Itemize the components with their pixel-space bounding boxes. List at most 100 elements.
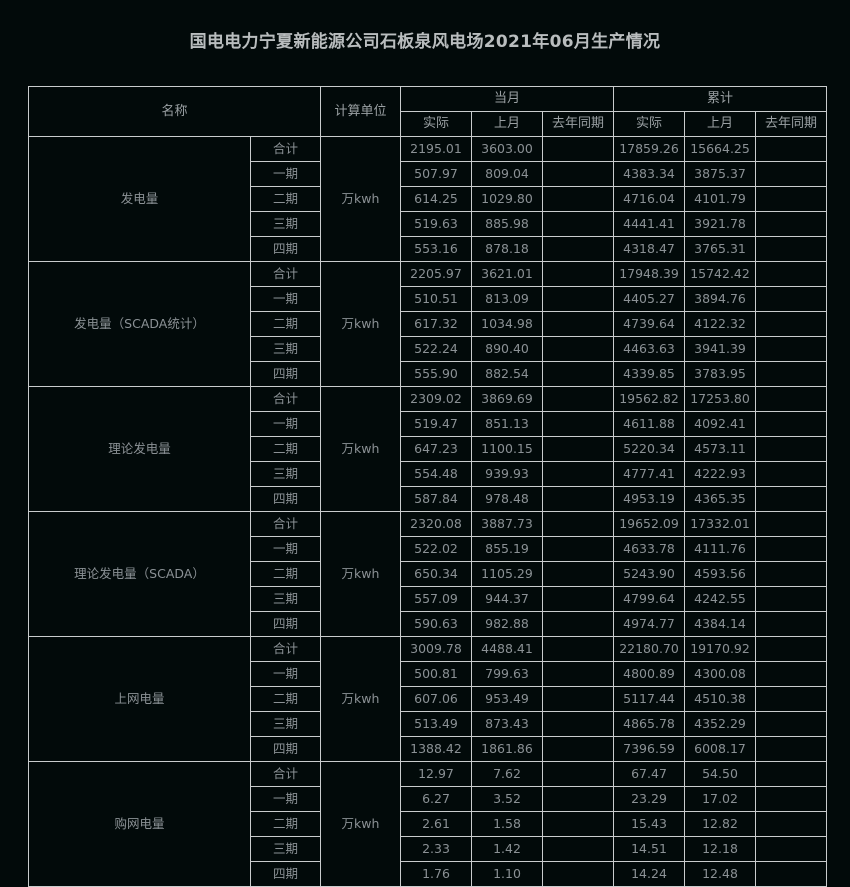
value-cell-m-actual: 6.27: [400, 786, 472, 812]
value-cell-c-yoy: [755, 611, 828, 637]
phase-cell: 二期: [250, 561, 321, 587]
value-cell-m-actual: 519.47: [400, 411, 472, 437]
value-cell-m-last: 873.43: [471, 711, 543, 737]
value-cell-c-actual: 15.43: [613, 811, 686, 837]
value-cell-m-yoy: [541, 136, 615, 162]
value-cell-c-last: 6008.17: [684, 736, 757, 762]
value-cell-c-actual: 67.47: [613, 761, 686, 787]
value-cell-m-actual: 614.25: [400, 186, 472, 212]
value-cell-c-last: 4101.79: [684, 186, 757, 212]
value-cell-c-yoy: [755, 211, 828, 237]
value-cell-m-last: 882.54: [471, 361, 543, 387]
value-cell-m-last: 1.42: [471, 836, 543, 862]
value-cell-m-yoy: [541, 686, 615, 712]
table-row: 二期 607.06 953.49 5117.44 4510.38: [29, 686, 828, 712]
value-cell-c-last: 3941.39: [684, 336, 757, 362]
value-cell-c-yoy: [755, 261, 828, 287]
phase-cell: 一期: [250, 786, 321, 812]
value-cell-m-actual: 557.09: [400, 586, 472, 612]
value-cell-c-yoy: [755, 811, 828, 837]
column-header-cumulative-last-month: 上月: [684, 111, 757, 137]
value-cell-c-yoy: [755, 286, 828, 312]
value-cell-c-yoy: [755, 136, 828, 162]
value-cell-m-actual: 647.23: [400, 436, 472, 462]
value-cell-m-actual: 607.06: [400, 686, 472, 712]
value-cell-m-last: 878.18: [471, 236, 543, 262]
category-name-cell: 理论发电量（SCADA）: [28, 511, 251, 637]
table-header: 名称 计算单位 当月 累计 实际 上月 去年同期 实际 上月 去年同期: [28, 86, 828, 137]
value-cell-m-actual: 2.61: [400, 811, 472, 837]
value-cell-c-last: 54.50: [684, 761, 757, 787]
value-cell-c-last: 15664.25: [684, 136, 757, 162]
column-header-month-actual: 实际: [400, 111, 472, 137]
value-cell-m-actual: 522.24: [400, 336, 472, 362]
value-cell-m-yoy: [541, 861, 615, 887]
value-cell-c-last: 4593.56: [684, 561, 757, 587]
value-cell-m-actual: 510.51: [400, 286, 472, 312]
value-cell-m-actual: 617.32: [400, 311, 472, 337]
value-cell-m-last: 3603.00: [471, 136, 543, 162]
value-cell-c-yoy: [755, 236, 828, 262]
table-row: 一期 500.81 799.63 4800.89 4300.08: [29, 661, 828, 687]
phase-cell: 三期: [250, 461, 321, 487]
value-cell-m-yoy: [541, 286, 615, 312]
value-cell-c-last: 17332.01: [684, 511, 757, 537]
value-cell-m-last: 982.88: [471, 611, 543, 637]
table-row: 二期 650.34 1105.29 5243.90 4593.56: [29, 561, 828, 587]
value-cell-m-yoy: [541, 336, 615, 362]
phase-cell: 三期: [250, 211, 321, 237]
value-cell-m-actual: 555.90: [400, 361, 472, 387]
value-cell-c-actual: 23.29: [613, 786, 686, 812]
table-body: 发电量 合计 万kwh 2195.01 3603.00 17859.26 15664.25 一…: [28, 136, 828, 887]
column-header-cumulative-yoy: 去年同期: [755, 111, 828, 137]
value-cell-m-yoy: [541, 736, 615, 762]
table-header-row-sub: 实际 上月 去年同期 实际 上月 去年同期: [29, 111, 828, 137]
table-row: 四期 587.84 978.48 4953.19 4365.35: [29, 486, 828, 512]
phase-cell: 四期: [250, 861, 321, 887]
value-cell-m-yoy: [541, 761, 615, 787]
value-cell-m-last: 799.63: [471, 661, 543, 687]
value-cell-c-actual: 4974.77: [613, 611, 686, 637]
unit-cell: 万kwh: [320, 761, 401, 887]
phase-cell: 四期: [250, 486, 321, 512]
value-cell-c-actual: 4716.04: [613, 186, 686, 212]
value-cell-c-last: 4384.14: [684, 611, 757, 637]
value-cell-m-last: 851.13: [471, 411, 543, 437]
phase-cell: 三期: [250, 711, 321, 737]
value-cell-c-last: 12.18: [684, 836, 757, 862]
value-cell-c-actual: 19652.09: [613, 511, 686, 537]
value-cell-m-last: 1029.80: [471, 186, 543, 212]
table-row: 三期 557.09 944.37 4799.64 4242.55: [29, 586, 828, 612]
value-cell-c-last: 3765.31: [684, 236, 757, 262]
value-cell-c-yoy: [755, 336, 828, 362]
value-cell-m-yoy: [541, 236, 615, 262]
table-row: 一期 6.27 3.52 23.29 17.02: [29, 786, 828, 812]
value-cell-c-last: 12.82: [684, 811, 757, 837]
value-cell-c-actual: 14.51: [613, 836, 686, 862]
value-cell-c-actual: 4953.19: [613, 486, 686, 512]
table-row: 三期 554.48 939.93 4777.41 4222.93: [29, 461, 828, 487]
value-cell-m-last: 3621.01: [471, 261, 543, 287]
value-cell-m-last: 4488.41: [471, 636, 543, 662]
value-cell-m-last: 813.09: [471, 286, 543, 312]
value-cell-c-last: 4111.76: [684, 536, 757, 562]
value-cell-c-actual: 5243.90: [613, 561, 686, 587]
value-cell-c-last: 3921.78: [684, 211, 757, 237]
value-cell-m-yoy: [541, 511, 615, 537]
value-cell-m-actual: 2.33: [400, 836, 472, 862]
value-cell-m-last: 885.98: [471, 211, 543, 237]
value-cell-c-last: 4573.11: [684, 436, 757, 462]
value-cell-c-last: 4510.38: [684, 686, 757, 712]
value-cell-c-actual: 4339.85: [613, 361, 686, 387]
phase-cell: 一期: [250, 161, 321, 187]
value-cell-c-last: 17253.80: [684, 386, 757, 412]
page-title: 国电电力宁夏新能源公司石板泉风电场2021年06月生产情况: [189, 32, 661, 52]
phase-cell: 四期: [250, 236, 321, 262]
value-cell-c-yoy: [755, 661, 828, 687]
value-cell-m-yoy: [541, 186, 615, 212]
category-name-cell: 购网电量: [28, 761, 251, 887]
value-cell-c-last: 17.02: [684, 786, 757, 812]
value-cell-m-yoy: [541, 561, 615, 587]
value-cell-m-yoy: [541, 311, 615, 337]
value-cell-m-last: 1.58: [471, 811, 543, 837]
